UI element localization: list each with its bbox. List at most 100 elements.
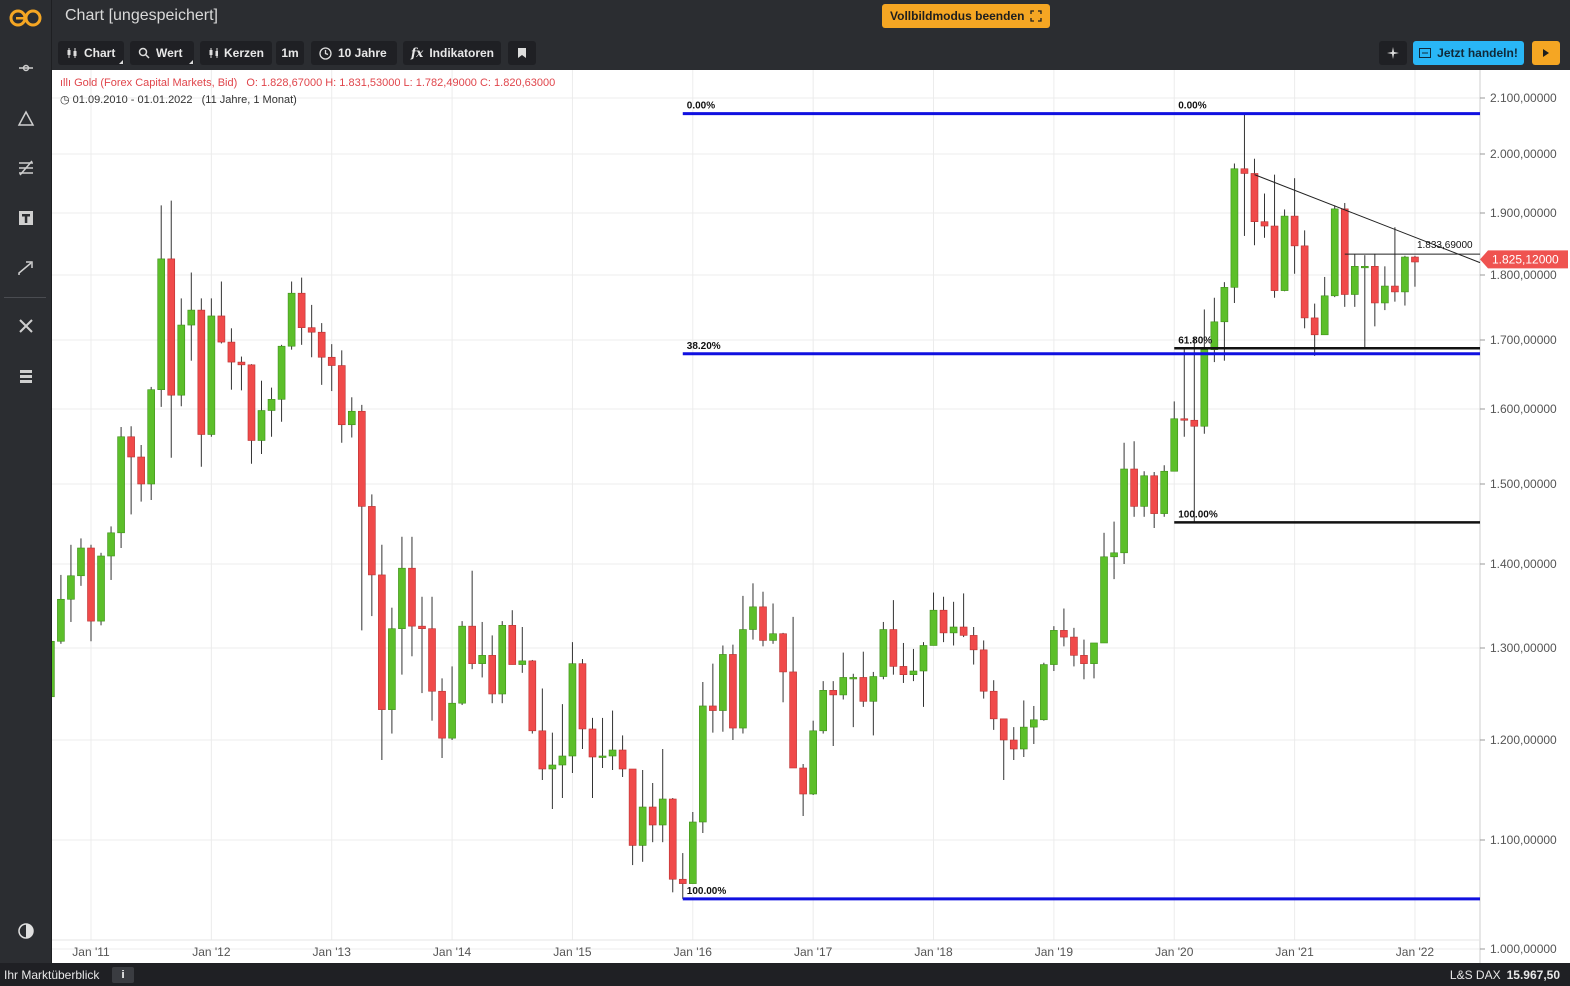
candle-body — [468, 625, 476, 664]
indicators-button[interactable]: fx Indikatoren — [403, 41, 501, 65]
candle-body — [1130, 468, 1138, 507]
candle-body — [1200, 349, 1209, 427]
candle-body — [1391, 285, 1399, 293]
candle-body — [267, 399, 276, 411]
candle-body — [1050, 630, 1058, 665]
candle-body — [117, 436, 125, 534]
bookmark-icon — [518, 48, 526, 58]
candle-body — [638, 806, 647, 846]
candles-button[interactable]: Kerzen — [200, 41, 272, 65]
fib2-level-label: 61.80% — [1178, 335, 1212, 346]
bookmark-button[interactable] — [508, 41, 536, 65]
title-bar: Chart [ungespeichert] Vollbildmodus been… — [52, 0, 1570, 36]
instrument-name: Gold (Forex Capital Markets, Bid) — [74, 77, 238, 89]
text-tool-icon[interactable] — [10, 202, 42, 234]
candle-body — [1250, 173, 1259, 222]
candle-body — [759, 606, 767, 641]
clock-icon — [319, 46, 332, 60]
magic-tools-button[interactable] — [1379, 41, 1407, 65]
candle-body — [729, 654, 737, 729]
chart-area[interactable]: 1.000,00000 1.100,00000 1.200,00000 1.300,0… — [52, 70, 1570, 963]
ohlc-values: O: 1.828,67000 H: 1.831,53000 L: 1.782,4… — [246, 77, 556, 89]
range-button[interactable]: 10 Jahre — [311, 41, 397, 65]
fib2-level-label: 0.00% — [1178, 101, 1206, 112]
candle-body — [779, 633, 787, 673]
candle-body — [1040, 664, 1048, 721]
candle-body — [67, 575, 75, 600]
candle-body — [137, 456, 145, 485]
candle-body — [1090, 642, 1098, 664]
candle-body — [799, 767, 807, 795]
candle-body — [1260, 221, 1269, 227]
value-button[interactable]: Wert — [130, 41, 194, 65]
candle-body — [588, 728, 597, 758]
candle-body — [658, 798, 667, 826]
candle-body — [207, 315, 216, 435]
time-tick-label: Jan '14 — [433, 945, 472, 959]
candle-body — [167, 258, 176, 396]
crosshair-icon[interactable] — [10, 52, 42, 84]
price-tick-label: 1.600,00000 — [1490, 402, 1557, 416]
candle-body — [97, 555, 105, 622]
candle-body — [899, 666, 908, 675]
candle-body — [1060, 630, 1068, 638]
trade-now-button[interactable]: Jetzt handeln! — [1413, 41, 1524, 65]
candle-body — [618, 749, 627, 770]
interval-button[interactable]: 1m — [276, 41, 304, 65]
expand-panel-button[interactable] — [1532, 41, 1560, 65]
dax-value: 15.967,50 — [1506, 968, 1560, 982]
triangle-icon[interactable] — [10, 103, 42, 135]
candle-body — [558, 755, 567, 766]
dax-ticker[interactable]: L&S DAX 15.967,50 — [1450, 968, 1560, 982]
candle-body — [1160, 470, 1169, 514]
candle-body — [87, 547, 95, 622]
candle-body — [347, 410, 356, 426]
market-overview-link[interactable]: Ihr Marktüberblick — [4, 968, 100, 982]
candle-body — [1170, 418, 1179, 472]
candle-body — [608, 749, 617, 757]
candles-mini-icon: ıllı — [60, 77, 75, 89]
fib-level-label: 100.00% — [687, 886, 727, 897]
candle-body — [999, 718, 1008, 741]
candle-body — [1290, 215, 1299, 247]
price-chart[interactable]: 1.000,00000 1.100,00000 1.200,00000 1.300,0… — [52, 70, 1570, 963]
price-tick-label: 1.400,00000 — [1490, 557, 1557, 571]
trend-arrow-icon[interactable] — [10, 252, 42, 284]
time-tick-label: Jan '16 — [674, 945, 713, 959]
sidebar-divider — [4, 297, 46, 298]
candle-body — [879, 629, 888, 677]
candle-body — [769, 633, 777, 641]
time-tick-label: Jan '18 — [914, 945, 953, 959]
candle-body — [709, 705, 717, 711]
period-range: 01.09.2010 - 01.01.2022 — [72, 94, 193, 106]
range-label: 10 Jahre — [338, 46, 387, 60]
candle-body — [919, 645, 928, 672]
settings-tools-icon[interactable] — [10, 310, 42, 342]
time-tick-label: Jan '11 — [72, 945, 110, 959]
value-button-label: Wert — [156, 46, 183, 60]
drawing-tools-icon[interactable] — [10, 152, 42, 184]
candle-body — [849, 677, 858, 680]
candle-body — [839, 677, 848, 696]
list-icon[interactable] — [10, 360, 42, 392]
app-logo-icon[interactable] — [8, 6, 44, 30]
candle-body — [989, 690, 998, 720]
chart-button[interactable]: Chart — [58, 41, 124, 65]
sparkle-icon — [1387, 47, 1399, 59]
candle-body — [819, 690, 827, 732]
candle-body — [719, 654, 727, 711]
price-tick-label: 2.000,00000 — [1490, 147, 1557, 161]
exit-fullscreen-button[interactable]: Vollbildmodus beenden — [882, 4, 1051, 28]
candle-body — [859, 677, 868, 702]
candle-body — [1190, 419, 1199, 427]
info-icon[interactable]: i — [112, 967, 134, 983]
candle-body — [1009, 739, 1018, 750]
play-icon — [1543, 49, 1549, 57]
price-tick-label: 1.500,00000 — [1490, 477, 1557, 491]
candle-body — [1019, 726, 1028, 750]
price-tick-label: 1.000,00000 — [1490, 942, 1557, 956]
contrast-icon[interactable] — [10, 915, 42, 947]
candle-body — [699, 705, 707, 823]
candle-body — [598, 755, 607, 758]
time-tick-label: Jan '19 — [1035, 945, 1074, 959]
